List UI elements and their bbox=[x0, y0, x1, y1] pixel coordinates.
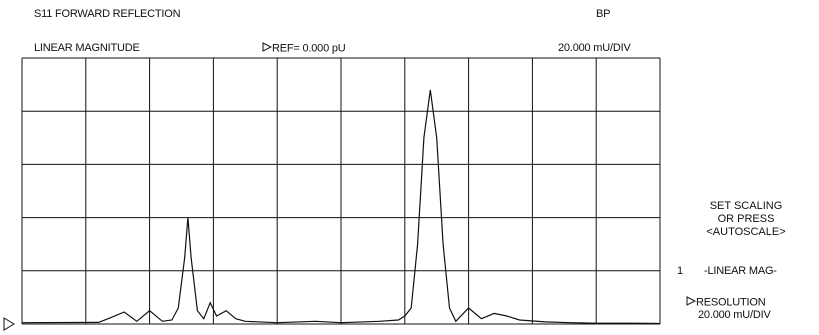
reference-position-marker bbox=[3, 317, 15, 331]
prompt-line-3-autoscale: <AUTOSCALE> bbox=[706, 226, 786, 238]
mode-indicator: BP bbox=[596, 8, 611, 20]
trace-line bbox=[21, 89, 661, 325]
reference-readout: REF= 0.000 pU bbox=[262, 42, 346, 55]
graticule bbox=[21, 57, 661, 325]
reference-value: REF= 0.000 pU bbox=[272, 42, 346, 55]
prompt-line-2: OR PRESS bbox=[717, 213, 775, 225]
format-label: LINEAR MAGNITUDE bbox=[34, 42, 140, 54]
menu-item-number: 1 bbox=[677, 265, 683, 277]
softkey-linear-mag[interactable]: -LINEAR MAG- bbox=[704, 265, 777, 277]
resolution-value: 20.000 mU/DIV bbox=[698, 309, 771, 321]
scale-readout: 20.000 mU/DIV bbox=[558, 42, 631, 54]
measurement-title: S11 FORWARD REFLECTION bbox=[34, 8, 181, 20]
prompt-line-1: SET SCALING bbox=[709, 200, 783, 212]
softkey-resolution[interactable]: RESOLUTION bbox=[686, 296, 766, 309]
selection-marker-icon bbox=[686, 296, 697, 309]
reference-marker-icon bbox=[262, 42, 273, 55]
resolution-label: RESOLUTION bbox=[696, 296, 766, 309]
